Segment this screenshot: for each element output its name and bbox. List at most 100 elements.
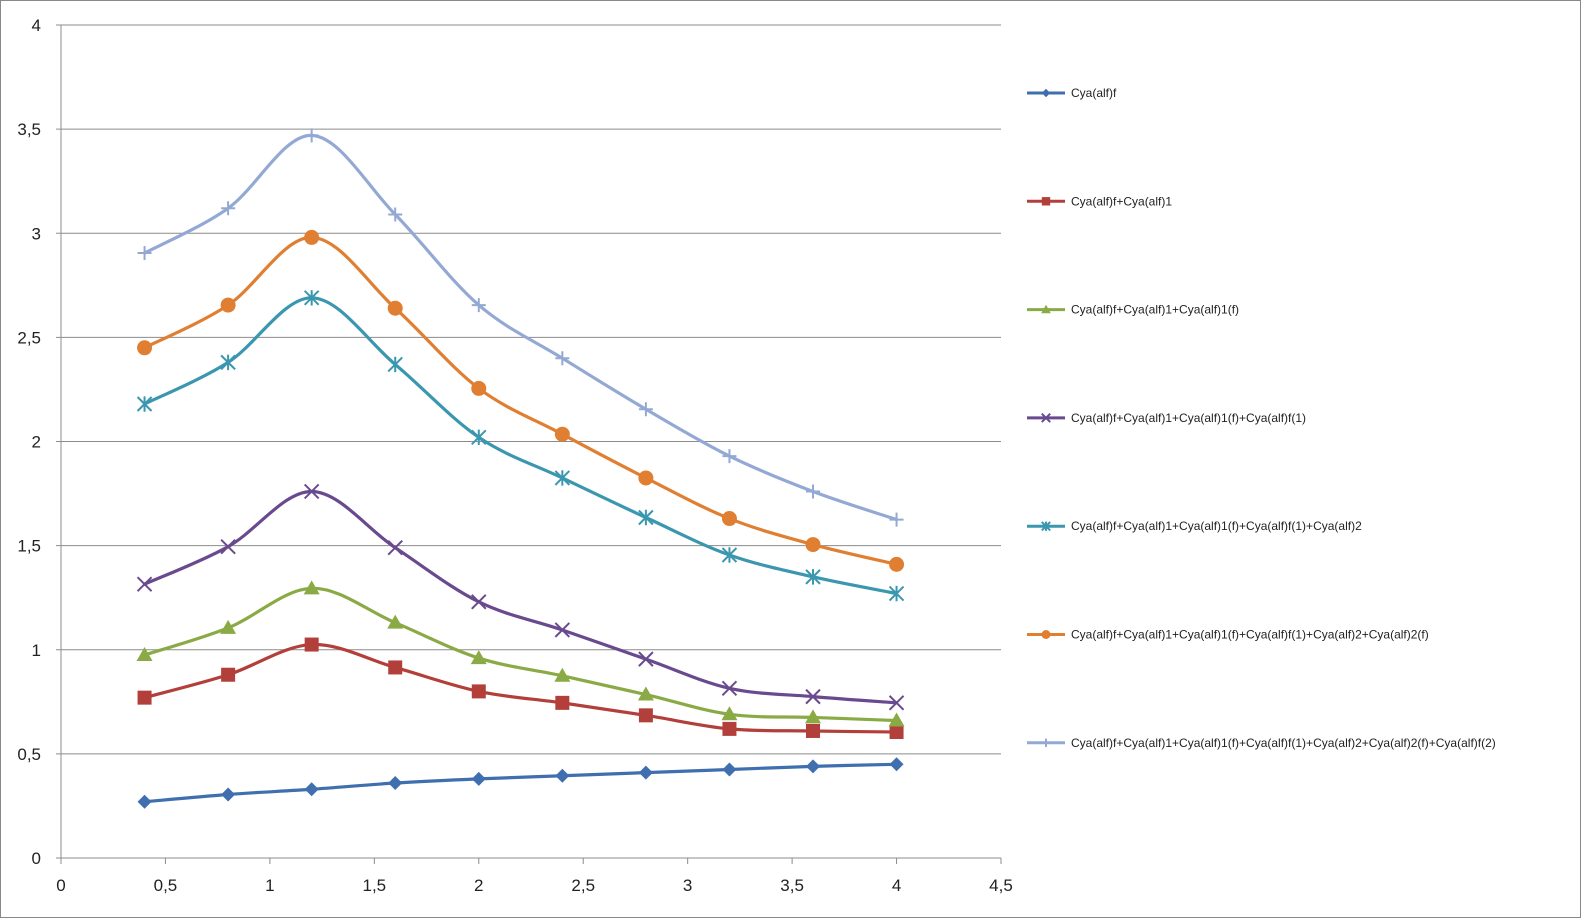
data-point-star-marker: [721, 547, 738, 563]
data-point-circle-marker: [638, 470, 654, 486]
x-tick-label: 1,5: [363, 876, 387, 895]
data-point-x-marker: [638, 651, 654, 667]
data-point-triangle-marker: [387, 614, 404, 629]
data-point-square-marker: [471, 684, 486, 699]
y-tick-label: 1,5: [17, 537, 41, 556]
data-point-circle-marker: [471, 380, 487, 396]
y-tick-label: 3: [32, 224, 41, 243]
y-tick-label: 3,5: [17, 120, 41, 139]
series-line: [142, 642, 899, 734]
data-point-square-marker: [221, 667, 236, 682]
data-point-plus-marker: [304, 128, 319, 143]
x-tick-label: 3: [683, 876, 692, 895]
y-tick-label: 2: [32, 433, 41, 452]
data-point-plus-marker: [471, 298, 486, 313]
data-point-circle-marker: [554, 426, 570, 442]
y-tick-label: 2,5: [17, 328, 41, 347]
series-7: [137, 128, 904, 527]
data-point-circle-marker: [805, 537, 821, 553]
legend-entry-2: Cya(alf)f+Cya(alf)1: [1027, 194, 1172, 208]
data-point-circle-marker: [721, 511, 737, 527]
data-point-square-marker: [555, 695, 570, 710]
series-5: [136, 290, 905, 602]
data-point-star-marker: [805, 569, 821, 585]
data-point-circle-marker: [304, 229, 320, 245]
series-3: [136, 580, 905, 727]
series-line: [142, 296, 899, 596]
axes: 0 0,5 1 1,5 2 2,5 3 3,5 4 0 0,5 1 1,5 2 2,5 3 3,5 4 4,5: [17, 16, 1012, 895]
series-line: [142, 586, 899, 723]
plot-area: [136, 128, 905, 809]
data-point-plus-marker: [388, 207, 403, 222]
data-point-diamond-marker: [638, 765, 653, 780]
data-point-x-marker: [136, 576, 153, 592]
data-point-star-marker: [220, 354, 236, 371]
data-point-star-marker: [136, 396, 153, 412]
data-point-circle-marker: [889, 556, 905, 572]
data-point-square-marker: [638, 708, 653, 723]
data-point-plus-marker: [221, 201, 236, 216]
data-point-diamond-marker: [221, 787, 236, 802]
data-point-x-marker: [554, 622, 571, 638]
x-tick-label: 3,5: [780, 876, 804, 895]
y-tick-label: 1: [32, 641, 41, 660]
data-point-diamond-marker: [137, 794, 152, 809]
x-tick-label: 2: [474, 876, 483, 895]
data-point-diamond-marker: [806, 759, 820, 774]
data-point-x-marker: [1041, 412, 1051, 423]
series-6: [137, 229, 905, 572]
grid-lines: [61, 24, 1001, 755]
data-point-circle-marker: [220, 297, 236, 313]
data-point-plus-marker: [555, 351, 570, 366]
legend-entry-5: Cya(alf)f+Cya(alf)1+Cya(alf)1(f)+Cya(alf…: [1027, 519, 1362, 533]
legend-entry-7: Cya(alf)f+Cya(alf)1+Cya(alf)1(f)+Cya(alf…: [1027, 736, 1496, 750]
data-point-triangle-marker: [303, 580, 320, 595]
data-point-star-marker: [638, 509, 654, 526]
legend-label: Cya(alf)f+Cya(alf)1+Cya(alf)1(f)+Cya(alf…: [1071, 736, 1496, 750]
legend-label: Cya(alf)f+Cya(alf)1+Cya(alf)1(f): [1071, 303, 1239, 317]
data-point-plus-marker: [722, 449, 737, 464]
legend-entry-4: Cya(alf)f+Cya(alf)1+Cya(alf)1(f)+Cya(alf…: [1027, 411, 1306, 425]
data-point-star-marker: [303, 290, 320, 306]
data-point-triangle-marker: [1041, 304, 1051, 314]
x-tick-label: 0: [56, 876, 65, 895]
y-tick-label: 0: [32, 849, 41, 868]
data-point-triangle-marker: [554, 667, 571, 682]
series-line: [142, 133, 899, 522]
data-point-plus-marker: [889, 512, 904, 527]
x-tick-label: 1: [265, 876, 274, 895]
y-tick-label: 0,5: [17, 745, 41, 764]
data-point-diamond-marker: [388, 776, 403, 791]
data-point-plus-marker: [638, 402, 653, 417]
data-point-star-marker: [554, 470, 571, 486]
data-point-star-marker: [1041, 521, 1051, 532]
series-4: [136, 483, 905, 711]
legend: Cya(alf)f Cya(alf)f+Cya(alf)1 Cya(alf)f+Cy…: [1027, 86, 1496, 750]
series-2: [137, 637, 904, 740]
data-point-triangle-marker: [721, 706, 738, 721]
data-point-x-marker: [220, 538, 236, 555]
legend-label: Cya(alf)f+Cya(alf)1+Cya(alf)1(f)+Cya(alf…: [1071, 628, 1429, 642]
legend-entry-1: Cya(alf)f: [1027, 86, 1117, 100]
data-point-triangle-marker: [220, 619, 237, 634]
data-point-square-marker: [889, 725, 904, 740]
data-point-square-marker: [304, 637, 319, 652]
x-tick-label: 4: [892, 876, 901, 895]
data-point-diamond-marker: [555, 768, 570, 783]
data-point-diamond-marker: [304, 782, 319, 797]
data-point-x-marker: [387, 540, 403, 556]
legend-label: Cya(alf)f+Cya(alf)1+Cya(alf)1(f)+Cya(alf…: [1071, 411, 1306, 425]
data-point-x-marker: [721, 680, 738, 696]
data-point-x-marker: [805, 688, 821, 705]
data-point-x-marker: [303, 483, 320, 500]
series-line: [142, 489, 899, 705]
data-point-plus-marker: [137, 246, 152, 261]
series-line: [142, 235, 899, 566]
legend-entry-6: Cya(alf)f+Cya(alf)1+Cya(alf)1(f)+Cya(alf…: [1027, 628, 1429, 642]
legend-label: Cya(alf)f+Cya(alf)1: [1071, 194, 1172, 208]
data-point-plus-marker: [806, 484, 820, 499]
data-point-diamond-marker: [722, 762, 737, 777]
data-point-diamond-marker: [1041, 88, 1051, 98]
